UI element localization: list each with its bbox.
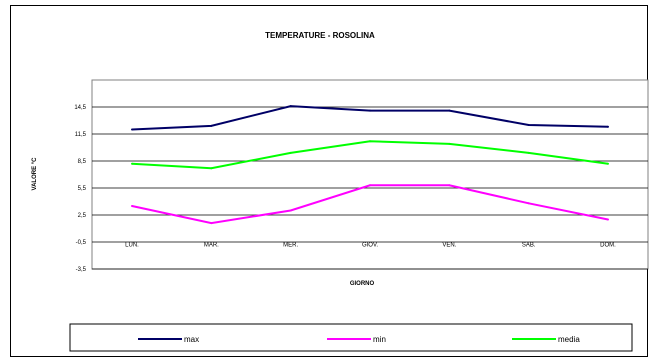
data-point-min xyxy=(289,209,292,212)
data-point-max xyxy=(527,124,530,126)
y-tick-label: 5,5 xyxy=(78,186,87,192)
y-tick-label: 11,5 xyxy=(75,132,87,138)
data-point-min xyxy=(607,218,609,221)
x-tick-label: MAR. xyxy=(204,243,219,249)
x-axis-tick-labels: LUN. MAR. MER. GIOV. VEN. SAB. DOM. xyxy=(125,243,616,249)
data-point-media xyxy=(448,142,451,145)
data-point-media xyxy=(607,162,609,165)
y-tick-label: 2,5 xyxy=(78,213,87,219)
data-point-media xyxy=(210,167,213,170)
x-axis-label: GIORNO xyxy=(350,281,375,287)
x-tick-label: VEN. xyxy=(442,243,456,249)
legend-label-max: max xyxy=(184,335,199,344)
data-point-max xyxy=(448,109,451,112)
y-axis-tick-labels: -3,5 -0,5 2,5 5,5 8,5 11,5 14,5 xyxy=(74,105,86,273)
y-axis-label: VALORE °C xyxy=(32,157,38,191)
x-tick-label: MER. xyxy=(283,243,298,249)
data-point-max xyxy=(289,105,292,108)
y-tick-label: -0,5 xyxy=(76,240,87,246)
legend: max min media xyxy=(138,335,580,344)
y-tick-label: 8,5 xyxy=(78,159,87,165)
data-point-min xyxy=(369,184,371,187)
plot-area xyxy=(91,79,649,270)
legend-box xyxy=(69,323,633,352)
data-point-max xyxy=(607,125,609,128)
data-point-media xyxy=(527,151,530,154)
y-tick-label: 14,5 xyxy=(74,105,86,111)
legend-label-media: media xyxy=(558,335,580,344)
data-point-max xyxy=(369,109,371,112)
legend-label-min: min xyxy=(373,335,386,344)
data-point-max xyxy=(210,124,213,127)
data-point-min xyxy=(448,184,451,187)
x-tick-label: SAB. xyxy=(522,243,536,249)
y-tick-label: -3,5 xyxy=(76,267,87,273)
chart-title: TEMPERATURE - ROSOLINA xyxy=(265,31,375,40)
series-lines xyxy=(131,105,609,225)
data-point-min xyxy=(527,202,530,205)
data-point-max xyxy=(131,128,133,131)
x-tick-label: DOM. xyxy=(600,243,616,249)
x-tick-label: GIOV. xyxy=(362,243,378,249)
data-point-media xyxy=(289,151,292,154)
x-tick-label: LUN. xyxy=(125,243,139,249)
data-point-min xyxy=(210,222,213,225)
data-point-min xyxy=(131,205,133,207)
data-point-media xyxy=(369,140,371,143)
data-point-media xyxy=(131,162,133,165)
grid-lines xyxy=(92,106,648,270)
